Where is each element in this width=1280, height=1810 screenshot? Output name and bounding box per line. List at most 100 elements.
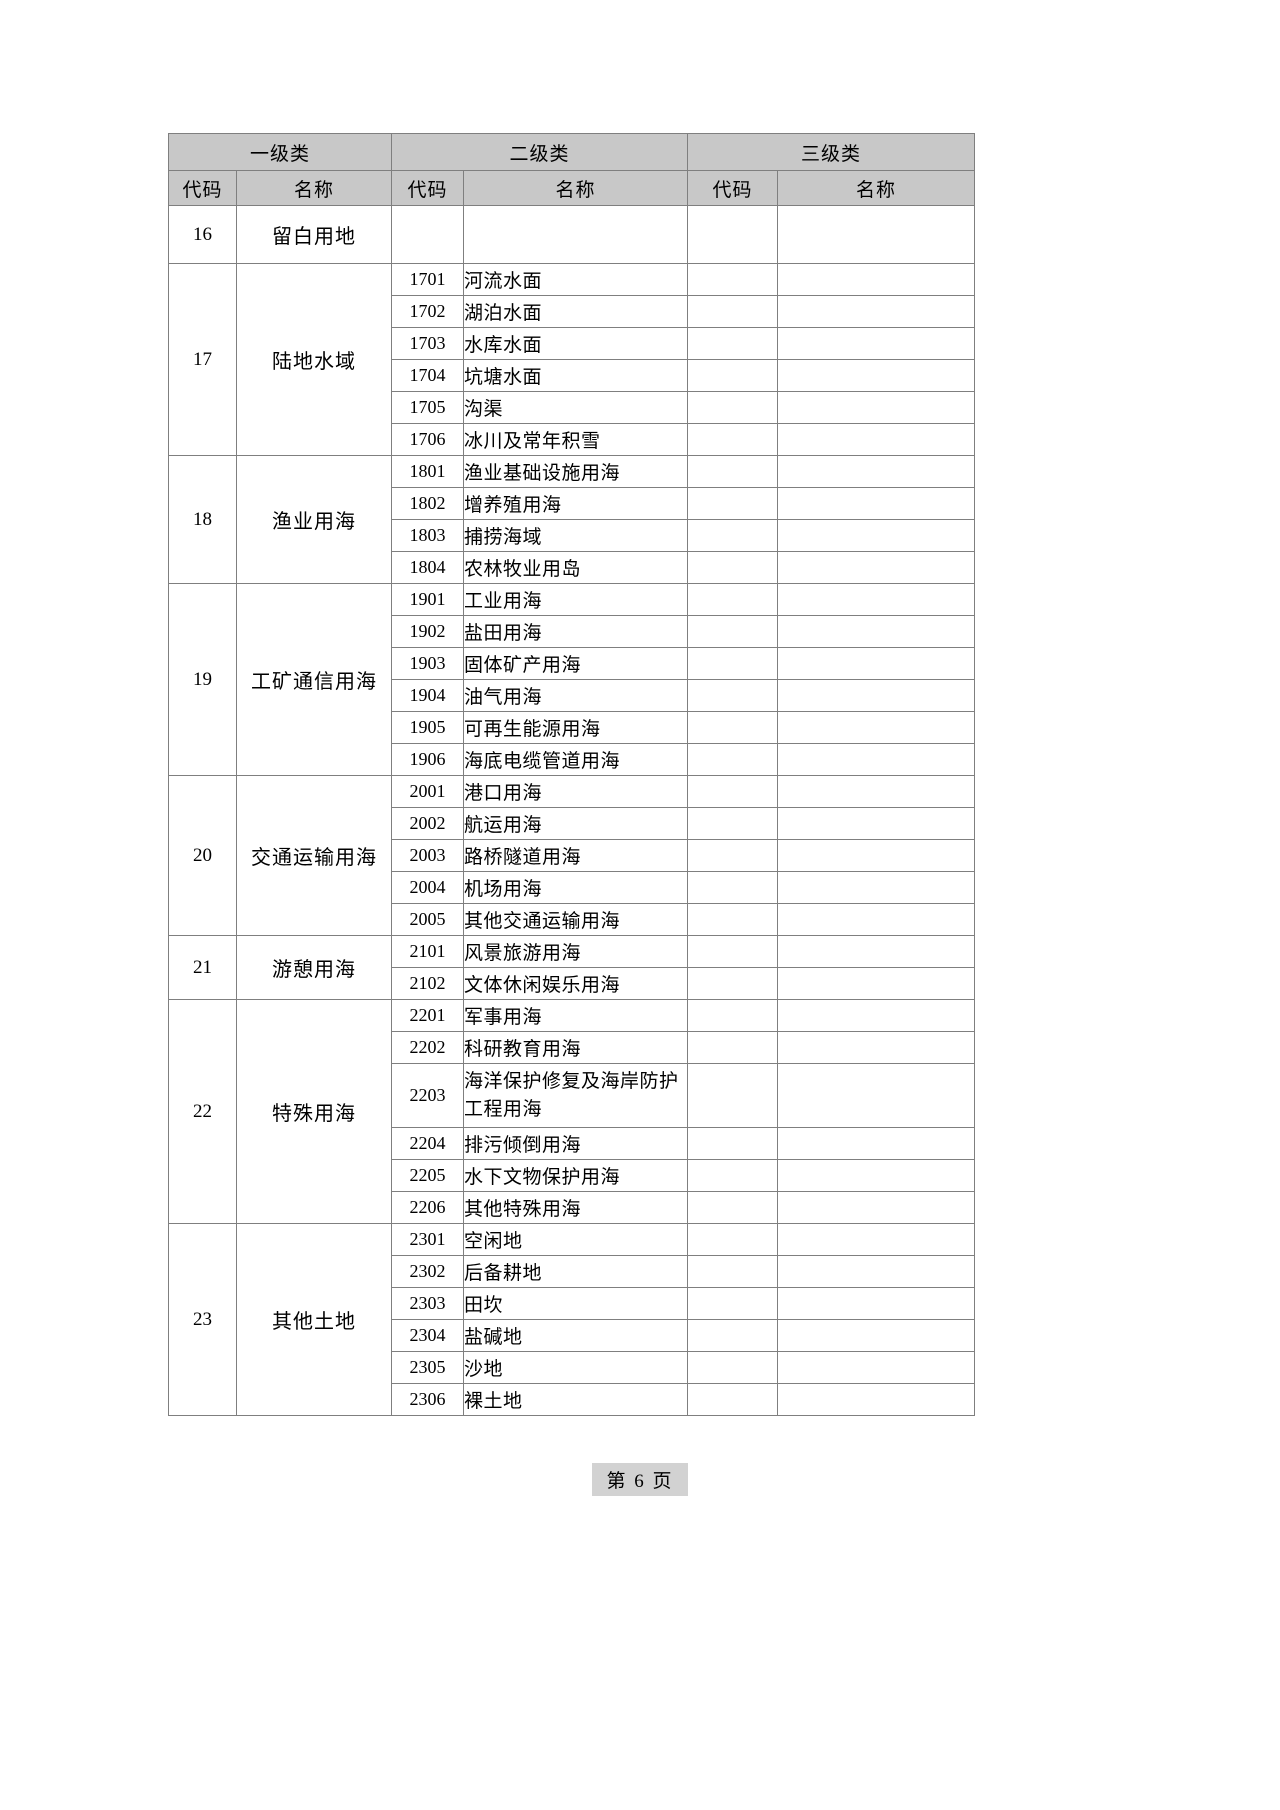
table-row: 22 特殊用海 2201 军事用海 xyxy=(168,998,976,1225)
level3-name-cell xyxy=(777,1031,976,1064)
level3-name-cell xyxy=(777,1223,976,1257)
level2-code-cell: 2101 xyxy=(391,935,465,968)
level3-name-cell xyxy=(777,423,976,456)
level2-code-cell: 2302 xyxy=(391,1255,465,1289)
level3-code-cell xyxy=(687,519,779,552)
level2-name-cell: 捕捞海域 xyxy=(463,519,689,552)
level3-code-cell xyxy=(687,807,779,840)
table-row: 2206 其他特殊用海 xyxy=(169,1191,976,1225)
level3-code-cell xyxy=(687,391,779,424)
level3-name-cell xyxy=(777,999,976,1032)
column-header-level3-name: 名称 xyxy=(777,170,976,206)
level3-code-cell xyxy=(687,839,779,872)
level1-name-cell: 渔业用海 xyxy=(235,455,393,584)
level3-code-cell xyxy=(687,487,779,520)
level3-code-cell xyxy=(687,263,779,296)
level1-name-cell: 其他土地 xyxy=(235,1223,393,1417)
level3-code-cell xyxy=(687,999,779,1032)
level3-name-cell xyxy=(777,711,976,744)
page-number: 第 6 页 xyxy=(592,1463,688,1496)
table-row: 19 工矿通信用海 1901 工业用海 xyxy=(168,583,976,776)
level3-code-cell xyxy=(687,295,779,328)
level2-name-cell: 沙地 xyxy=(463,1351,689,1385)
level2-code-cell: 2002 xyxy=(391,807,465,840)
level2-code-cell: 1902 xyxy=(391,615,465,648)
level3-code-cell xyxy=(687,615,779,648)
level2-name-cell: 其他特殊用海 xyxy=(463,1191,689,1225)
group-header-level1: 一级类 xyxy=(167,133,393,171)
level1-code-cell: 18 xyxy=(168,455,237,584)
level2-name-cell: 沟渠 xyxy=(463,391,689,424)
level2-name-cell: 坑塘水面 xyxy=(463,359,689,392)
level1-code-cell: 23 xyxy=(168,1223,237,1417)
level2-code-cell: 2305 xyxy=(391,1351,465,1385)
level2-code-cell: 2206 xyxy=(391,1191,465,1225)
level3-name-cell xyxy=(777,775,976,808)
level2-code-cell: 2201 xyxy=(391,999,465,1032)
level3-code-cell xyxy=(687,1287,779,1321)
level2-code-cell: 2003 xyxy=(391,839,465,872)
table-row: 2002 航运用海 xyxy=(169,807,976,840)
level2-code-cell: 1905 xyxy=(391,711,465,744)
level3-code-cell xyxy=(687,423,779,456)
column-header-level3-code: 代码 xyxy=(687,170,779,206)
table-row: 1705 沟渠 xyxy=(169,391,976,424)
table-row: 2003 路桥隧道用海 xyxy=(169,839,976,872)
level3-code-cell xyxy=(687,1127,779,1161)
level2-code-cell: 1702 xyxy=(391,295,465,328)
column-header-level2-name: 名称 xyxy=(463,170,689,206)
level2-name-cell: 水下文物保护用海 xyxy=(463,1159,689,1193)
level3-code-cell xyxy=(687,1319,779,1353)
level3-name-cell xyxy=(777,903,976,936)
level2-code-cell: 1802 xyxy=(391,487,465,520)
level2-name-cell: 排污倾倒用海 xyxy=(463,1127,689,1161)
level2-code-cell: 2304 xyxy=(391,1319,465,1353)
level3-name-cell xyxy=(777,1383,976,1417)
land-use-classification-table-container: 一级类 二级类 三级类 代码 名称 代码 名称 代码 名称 16 留白用地 17 陆地… xyxy=(167,133,976,1417)
level2-name-cell: 后备耕地 xyxy=(463,1255,689,1289)
level2-name-cell: 机场用海 xyxy=(463,871,689,904)
level2-name-cell: 空闲地 xyxy=(463,1223,689,1257)
level3-name-cell xyxy=(777,263,976,296)
level3-code-cell xyxy=(687,551,779,584)
table-row: 20 交通运输用海 2001 港口用海 xyxy=(168,775,976,936)
level3-code-cell xyxy=(687,775,779,808)
level2-code-cell: 1701 xyxy=(391,263,465,296)
level2-code-cell: 1801 xyxy=(391,455,465,488)
level3-name-cell xyxy=(777,359,976,392)
table-column-header-row: 代码 名称 代码 名称 代码 名称 xyxy=(168,170,976,206)
level2-code-cell: 1804 xyxy=(391,551,465,584)
table-row: 2305 沙地 xyxy=(169,1351,976,1385)
column-header-level1-name: 名称 xyxy=(235,170,393,206)
level3-code-cell xyxy=(687,1191,779,1225)
table-row: 2205 水下文物保护用海 xyxy=(169,1159,976,1193)
level3-code-cell xyxy=(687,1159,779,1193)
level2-name-cell: 水库水面 xyxy=(463,327,689,360)
level2-name-cell: 增养殖用海 xyxy=(463,487,689,520)
level2-name-cell: 盐田用海 xyxy=(463,615,689,648)
level2-name-cell xyxy=(463,205,689,264)
level2-code-cell: 2004 xyxy=(391,871,465,904)
level2-code-cell: 1906 xyxy=(391,743,465,776)
level3-name-cell xyxy=(777,1287,976,1321)
level2-name-cell: 渔业基础设施用海 xyxy=(463,455,689,488)
level3-code-cell xyxy=(687,743,779,776)
level3-name-cell xyxy=(777,1319,976,1353)
group-header-level3: 三级类 xyxy=(687,133,976,171)
level2-code-cell: 1901 xyxy=(391,583,465,616)
level3-name-cell xyxy=(777,1191,976,1225)
level1-code-cell: 17 xyxy=(168,263,237,456)
level2-name-cell: 海洋保护修复及海岸防护工程用海 xyxy=(463,1062,689,1129)
level2-code-cell: 2001 xyxy=(391,775,465,808)
level3-name-cell xyxy=(777,935,976,968)
level2-name-cell: 海底电缆管道用海 xyxy=(463,743,689,776)
table-group-header-row: 一级类 二级类 三级类 xyxy=(167,133,976,171)
level2-code-cell: 2204 xyxy=(391,1127,465,1161)
level3-code-cell xyxy=(687,967,779,1000)
level3-code-cell xyxy=(687,205,779,264)
level3-name-cell xyxy=(777,1159,976,1193)
level3-name-cell xyxy=(777,295,976,328)
level2-code-cell: 1903 xyxy=(391,647,465,680)
level1-name-cell: 特殊用海 xyxy=(235,998,393,1225)
